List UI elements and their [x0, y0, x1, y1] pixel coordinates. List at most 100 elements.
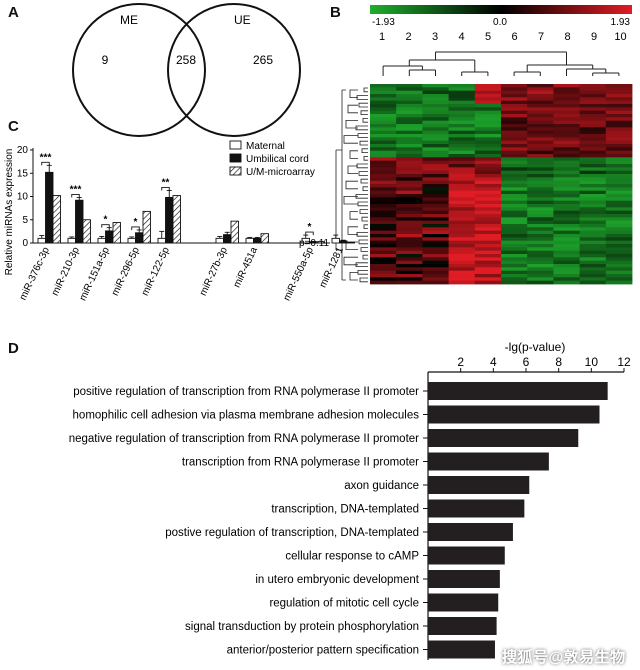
heatmap-cell: [370, 150, 397, 155]
heatmap-cell: [527, 194, 554, 198]
heatmap-dendrogram-branch: [343, 196, 358, 205]
heatmap-dendrogram-branch: [349, 211, 358, 220]
heatmap-cell: [553, 194, 580, 198]
heatmap-cell: [605, 264, 633, 268]
heatmap-cell: [370, 94, 397, 98]
heatmap-cell: [448, 97, 476, 102]
heatmap-cell: [474, 150, 502, 155]
heatmap-cell: [605, 170, 633, 175]
heatmap-cell: [501, 107, 528, 112]
heatmap-cell: [553, 180, 580, 185]
heatmap-cell: [474, 144, 502, 148]
heatmap-dendrogram-branch: [349, 272, 358, 281]
heatmap-cell: [527, 274, 554, 278]
mirna-significance-marker: ***: [70, 184, 82, 195]
heatmap-cell: [422, 144, 449, 148]
heatmap-cell: [501, 150, 528, 155]
heatmap-cell: [527, 84, 554, 88]
heatmap-cell: [396, 254, 423, 258]
heatmap-cell: [553, 267, 580, 272]
heatmap-cell: [501, 94, 528, 98]
heatmap-cell: [553, 254, 580, 258]
heatmap-cell: [370, 210, 397, 215]
heatmap-cell: [579, 240, 607, 245]
heatmap-cell: [396, 167, 423, 172]
heatmap-cell: [396, 277, 423, 282]
heatmap-cell: [501, 277, 528, 282]
heatmap-cell: [422, 274, 449, 278]
heatmap-cell: [370, 87, 397, 92]
heatmap-cell: [605, 234, 633, 238]
go-bar: [428, 429, 579, 447]
heatmap-dendrogram-branch: [362, 118, 368, 123]
heatmap-cell: [501, 234, 528, 238]
heatmap-cell: [396, 154, 423, 158]
heatmap-cell: [396, 140, 423, 145]
heatmap-cell: [370, 160, 397, 165]
heatmap-cell: [474, 247, 502, 252]
heatmap-cell: [474, 264, 502, 268]
heatmap-cell: [448, 277, 476, 282]
heatmap-cell: [474, 217, 502, 222]
heatmap-cell: [605, 147, 633, 152]
heatmap-cell: [422, 110, 449, 115]
heatmap-cell: [527, 197, 554, 202]
heatmap-cell: [422, 117, 449, 122]
mirna-significance-bracket: [305, 231, 314, 236]
heatmap-dendrogram-branch: [360, 110, 368, 115]
heatmap-cell: [527, 247, 554, 252]
heatmap-cell: [553, 97, 580, 102]
heatmap-cell: [422, 114, 449, 118]
heatmap-cell: [553, 217, 580, 222]
venn-circle-me: [72, 3, 206, 137]
heatmap-cell: [579, 274, 607, 278]
heatmap-cell: [527, 160, 554, 165]
heatmap-cell: [501, 154, 528, 158]
heatmap-cell: [370, 247, 397, 252]
heatmap-cell: [448, 117, 476, 122]
go-category-label: negative regulation of transcription fro…: [69, 433, 419, 445]
heatmap-cell: [527, 234, 554, 238]
heatmap-cell: [553, 137, 580, 142]
heatmap-cell: [579, 144, 607, 148]
heatmap-cell: [501, 187, 528, 192]
heatmap-cell: [605, 277, 633, 282]
heatmap-cell: [370, 107, 397, 112]
heatmap-cell: [605, 187, 633, 192]
mirna-bar: [112, 222, 121, 244]
heatmap-cell: [448, 210, 476, 215]
heatmap-cell: [474, 270, 502, 275]
heatmap-cell: [527, 134, 554, 138]
heatmap-cell: [474, 107, 502, 112]
heatmap-dendrogram-branch: [359, 209, 368, 214]
heatmap-cell: [448, 110, 476, 115]
heatmap-cell: [579, 227, 607, 232]
heatmap-cell: [370, 117, 397, 122]
heatmap-cell: [396, 170, 423, 175]
heatmap-cell: [579, 137, 607, 142]
mirna-significance-marker: *: [308, 222, 312, 233]
heatmap-cell: [579, 84, 607, 88]
heatmap-cell: [605, 230, 633, 235]
heatmap-cell: [553, 207, 580, 212]
heatmap-cell: [605, 100, 633, 105]
heatmap-cell: [370, 264, 397, 268]
heatmap-cell: [605, 220, 633, 225]
heatmap-cell: [527, 174, 554, 178]
heatmap-cell: [474, 234, 502, 238]
heatmap-cell: [501, 217, 528, 222]
heatmap-cell: [422, 120, 449, 125]
heatmap-cell: [527, 167, 554, 172]
heatmap-cell: [422, 177, 449, 182]
heatmap-cell: [501, 160, 528, 165]
heatmap-cell: [370, 90, 397, 95]
heatmap-cell: [474, 187, 502, 192]
heatmap-cell: [501, 250, 528, 255]
heatmap-cell: [474, 274, 502, 278]
heatmap-cell: [553, 210, 580, 215]
heatmap-cell: [605, 90, 633, 95]
heatmap-cell: [474, 110, 502, 115]
heatmap-cell: [527, 124, 554, 128]
heatmap-cell: [501, 270, 528, 275]
heatmap-cell: [370, 277, 397, 282]
